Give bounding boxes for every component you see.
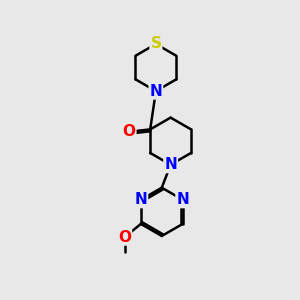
Text: N: N [149, 84, 162, 99]
Text: N: N [176, 192, 189, 207]
Text: N: N [164, 157, 177, 172]
Text: S: S [150, 37, 161, 52]
Text: N: N [134, 192, 147, 207]
Text: O: O [122, 124, 136, 139]
Text: O: O [118, 230, 131, 245]
